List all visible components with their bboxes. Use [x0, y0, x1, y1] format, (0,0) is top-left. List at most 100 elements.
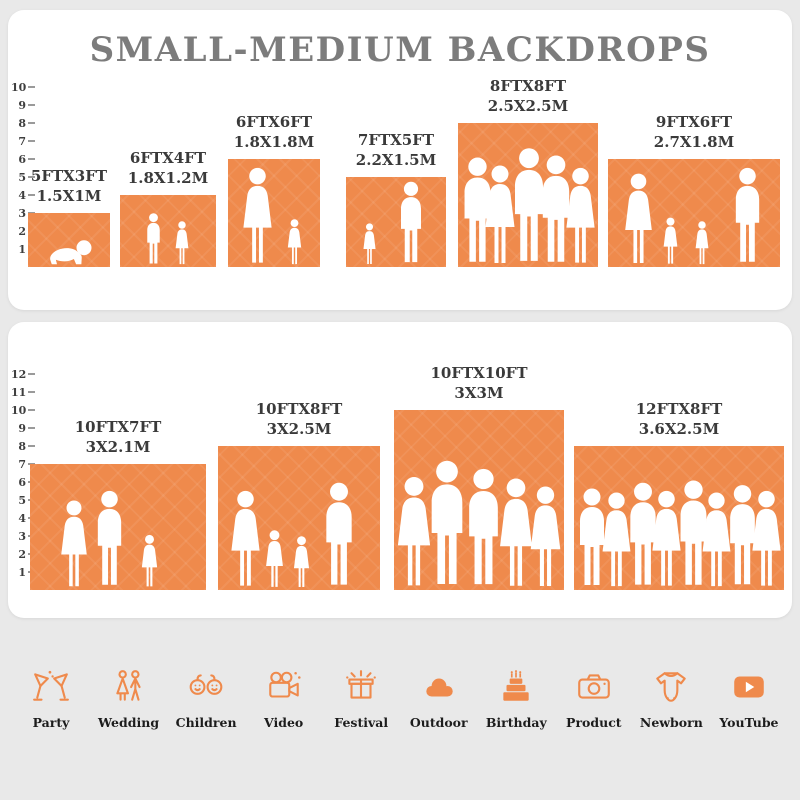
people-silhouette: [61, 490, 158, 587]
page-title: SMALL-MEDIUM BACKDROPS: [89, 30, 711, 70]
ruler-number: 1: [18, 242, 26, 256]
backdrop-5ftx3ft: 5FTX3FT 1.5X1M: [28, 167, 110, 267]
people-silhouette: [580, 480, 781, 587]
ruler-tick-mark: [28, 373, 35, 375]
ruler-tick: 10: [11, 403, 35, 417]
ruler-tick: 6: [11, 152, 35, 166]
people-silhouette: [243, 167, 302, 265]
ruler-tick: 8: [11, 116, 35, 130]
ruler-number: 8: [18, 439, 26, 453]
backdrop-rect: [28, 213, 110, 267]
ruler-number: 5: [18, 493, 26, 507]
product-icon: [577, 674, 610, 699]
backdrop-size-ft: 10FTX8FT: [255, 400, 343, 418]
ruler-number: 9: [18, 98, 26, 112]
backdrop-size-ft: 8FTX8FT: [489, 77, 567, 95]
category-wedding: Wedding: [92, 668, 166, 730]
ruler-tick-mark: [28, 140, 35, 142]
category-video: Video: [247, 668, 321, 730]
category-label: Product: [566, 715, 622, 730]
people-silhouette: [147, 213, 189, 265]
backdrop-label: 10FTX10FT 3X3M: [430, 364, 527, 403]
ruler-number: 12: [11, 367, 27, 381]
people-silhouette: [363, 181, 421, 264]
ruler-number: 3: [18, 206, 26, 220]
ruler-number: 7: [18, 457, 26, 471]
backdrop-size-ft: 7FTX5FT: [357, 131, 435, 149]
category-label: Birthday: [485, 715, 547, 730]
ruler-tick-mark: [28, 409, 35, 411]
ruler-top: 1 2 3 4 5 6 7 8 9 10: [8, 10, 42, 310]
ruler-number: 9: [18, 421, 26, 435]
backdrop-rect: [30, 464, 206, 590]
backdrop-size-m: 3X2.1M: [85, 437, 151, 456]
ruler-number: 10: [11, 80, 27, 94]
backdrop-size-m: 2.5X2.5M: [487, 96, 569, 115]
backdrop-size-ft: 6FTX6FT: [235, 113, 313, 131]
backdrop-label: 9FTX6FT 2.7X1.8M: [654, 113, 734, 152]
ruler-tick: 9: [11, 98, 35, 112]
ruler-tick: 5: [11, 170, 35, 184]
backdrop-6ftx4ft: 6FTX4FT 1.8X1.2M: [120, 149, 216, 267]
backdrop-8ftx8ft: 8FTX8FT 2.5X2.5M: [458, 77, 598, 267]
ruler-tick-mark: [28, 445, 35, 447]
ruler-tick-mark: [28, 86, 35, 88]
backdrop-rect: [346, 177, 446, 267]
backdrop-size-m: 3.6X2.5M: [638, 419, 720, 438]
backdrop-rect: [120, 195, 216, 267]
panel-large: 1 2 3 4 5 6 7 8 9 10 11 12 10FTX7FT 3X2.1M 10FTX8FT…: [8, 322, 792, 618]
ruler-tick: 11: [11, 386, 35, 399]
backdrop-rect: [228, 159, 320, 267]
category-festival: Festival: [324, 668, 398, 730]
category-label: Party: [32, 715, 70, 730]
backdrop-size-m: 3X3M: [454, 383, 504, 402]
backdrop-label: 5FTX3FT 1.5X1M: [31, 167, 107, 206]
people-silhouette: [231, 482, 352, 587]
backdrop-10ftx8ft: 10FTX8FT 3X2.5M: [218, 400, 380, 590]
backdrop-size-ft: 10FTX7FT: [74, 418, 162, 436]
ruler-tick: 4: [11, 188, 35, 202]
backdrop-size-m: 1.5X1M: [36, 186, 102, 205]
ruler-tick-mark: [28, 158, 35, 160]
category-children: Children: [169, 668, 243, 730]
ruler-number: 10: [11, 403, 27, 417]
backdrop-label: 10FTX7FT 3X2.1M: [75, 418, 162, 457]
category-label: Children: [175, 715, 237, 730]
category-label: Newborn: [639, 715, 703, 730]
ruler-number: 4: [18, 511, 26, 525]
newborn-icon: [656, 672, 687, 702]
ruler-tick: 10: [11, 80, 35, 94]
backdrop-rect: [458, 123, 598, 267]
category-newborn: Newborn: [634, 668, 708, 730]
backdrop-rect: [394, 410, 564, 590]
youtube-icon: [734, 676, 764, 698]
backdrop-10ftx7ft: 10FTX7FT 3X2.1M: [30, 418, 206, 590]
ruler-number: 4: [18, 188, 26, 202]
category-row: Party Wedding Children: [14, 668, 786, 730]
backdrop-label: 8FTX8FT 2.5X2.5M: [488, 77, 568, 116]
category-label: Wedding: [98, 715, 160, 730]
people-silhouette: [625, 167, 760, 265]
backdrop-size-m: 3X2.5M: [266, 419, 332, 438]
backdrop-rect: [574, 446, 784, 590]
backdrop-rect: [218, 446, 380, 590]
party-icon: [33, 670, 69, 701]
backdrop-size-ft: 5FTX3FT: [30, 167, 108, 185]
ruler-tick: 8: [11, 439, 35, 453]
ruler-number: 6: [18, 152, 26, 166]
backdrop-7ftx5ft: 7FTX5FT 2.2X1.5M: [346, 131, 446, 267]
category-label: Festival: [334, 715, 389, 730]
ruler-number: 7: [18, 134, 26, 148]
backdrop-10ftx10ft: 10FTX10FT 3X3M: [394, 364, 564, 590]
panel-small-medium: SMALL-MEDIUM BACKDROPS 1 2 3 4 5 6 7 8 9 10 5FTX3…: [8, 10, 792, 310]
wedding-icon: [115, 670, 141, 701]
backdrop-12ftx8ft: 12FTX8FT 3.6X2.5M: [574, 400, 784, 590]
backdrop-label: 12FTX8FT 3.6X2.5M: [636, 400, 723, 439]
ruler-number: 5: [18, 170, 26, 184]
ruler-tick-mark: [28, 194, 35, 196]
ruler-tick-mark: [28, 104, 35, 106]
ruler-number: 8: [18, 116, 26, 130]
category-party: Party: [14, 668, 88, 730]
video-icon: [268, 671, 301, 698]
